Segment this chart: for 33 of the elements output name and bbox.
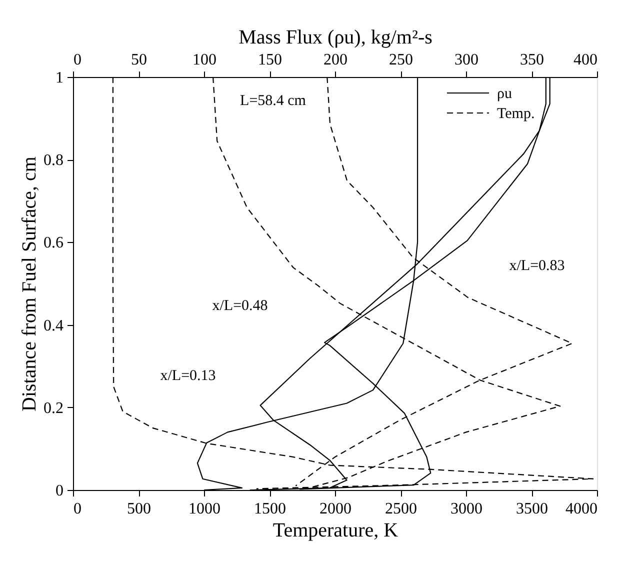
x-tick-label: 2000 xyxy=(320,500,352,518)
y-tick-label: 1 xyxy=(56,70,64,86)
x2-tick-label: 300 xyxy=(454,52,478,68)
x2-tick-label: 250 xyxy=(389,52,413,68)
x-tick-label: 3000 xyxy=(450,500,482,518)
x2-axis-title: Mass Flux (ρu), kg/m²-s xyxy=(238,26,433,48)
annotation: L=58.4 cm xyxy=(240,93,306,109)
y-tick-label: 0.6 xyxy=(44,234,64,252)
x2-tick-label: 0 xyxy=(74,52,82,68)
y-tick-label: 0.2 xyxy=(44,400,64,417)
x-tick-label: 1500 xyxy=(254,500,286,518)
x-axis-title: Temperature, K xyxy=(272,520,399,542)
annotation: x/L=0.83 xyxy=(509,258,565,274)
y-tick-label: 0.8 xyxy=(44,152,64,170)
x-tick-label: 500 xyxy=(127,500,151,518)
annotation: x/L=0.13 xyxy=(160,368,216,384)
x-tick-label: 0 xyxy=(74,500,82,518)
x-tick-label: 1000 xyxy=(188,500,220,518)
x2-tick-label: 400 xyxy=(574,52,598,68)
x2-tick-label: 50 xyxy=(131,52,147,68)
annotation: x/L=0.48 xyxy=(212,298,268,314)
y-tick-label: 0 xyxy=(56,482,64,500)
x-tick-label: 3500 xyxy=(516,500,548,518)
y-tick-label: 0.4 xyxy=(44,317,64,334)
x2-tick-label: 100 xyxy=(192,52,216,68)
legend-label: ρu xyxy=(497,86,512,102)
x-tick-label: 4000 xyxy=(566,500,598,518)
x2-tick-label: 200 xyxy=(324,52,348,68)
legend-label: Temp. xyxy=(497,106,535,122)
x2-tick-label: 150 xyxy=(258,52,282,68)
y-axis-title: Distance from Fuel Surface, cm xyxy=(18,156,40,412)
x-tick-label: 2500 xyxy=(385,500,417,518)
x2-tick-label: 350 xyxy=(520,52,544,68)
